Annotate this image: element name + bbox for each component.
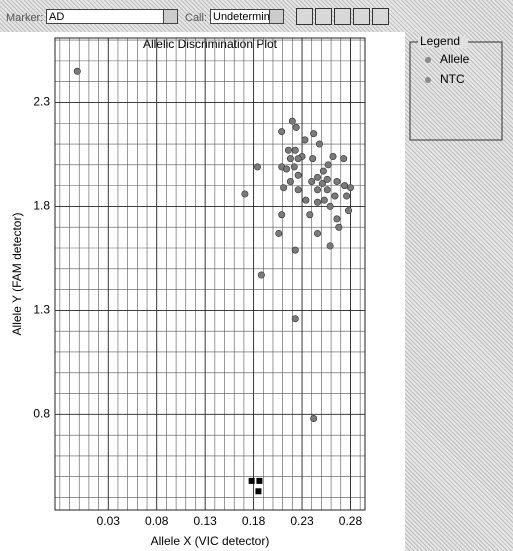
legend-marker xyxy=(425,77,431,83)
plot-frame xyxy=(54,37,366,511)
point xyxy=(318,180,326,188)
call-select[interactable]: Undetermin xyxy=(210,9,284,24)
x-tick-label: 0.13 xyxy=(193,514,217,528)
point xyxy=(314,198,322,206)
point xyxy=(291,146,299,154)
point xyxy=(335,223,343,231)
point xyxy=(329,153,337,161)
side-panel xyxy=(405,32,513,551)
point xyxy=(314,186,322,194)
x-tick-label: 0.18 xyxy=(242,514,266,528)
point xyxy=(323,175,331,183)
call-value: Undetermin xyxy=(213,11,270,23)
legend-marker xyxy=(425,57,431,63)
point xyxy=(306,211,314,219)
marker-select[interactable]: AD xyxy=(46,9,178,24)
point xyxy=(294,171,302,179)
point xyxy=(291,315,299,323)
point xyxy=(314,229,322,237)
point xyxy=(255,488,262,495)
point xyxy=(324,161,332,169)
point xyxy=(278,211,286,219)
point xyxy=(326,242,334,250)
x-tick-label: 0.03 xyxy=(97,514,121,528)
x-axis-title: Allele X (VIC detector) xyxy=(151,534,270,548)
point xyxy=(294,186,302,194)
legend-label: Allele xyxy=(440,52,470,66)
point xyxy=(310,130,318,138)
point xyxy=(288,117,296,125)
marker-value: AD xyxy=(49,11,65,23)
point xyxy=(302,196,310,204)
point xyxy=(314,173,322,181)
point xyxy=(319,167,327,175)
point xyxy=(315,140,323,148)
point xyxy=(284,146,292,154)
chart-title: Allelic Discrimination Plot xyxy=(143,37,278,51)
point xyxy=(309,155,317,163)
point xyxy=(278,128,286,136)
point xyxy=(341,182,349,190)
point xyxy=(320,196,328,204)
y-tick-label: 1.8 xyxy=(33,199,50,213)
point xyxy=(292,123,300,131)
point xyxy=(323,186,331,194)
y-tick-label: 1.3 xyxy=(33,303,50,317)
legend-label: NTC xyxy=(440,72,465,86)
point xyxy=(280,184,288,192)
point xyxy=(257,271,265,279)
point xyxy=(333,215,341,223)
point xyxy=(73,67,81,75)
marker-label: Marker: xyxy=(6,12,44,24)
call-label: Call: xyxy=(185,12,208,24)
select-tool[interactable] xyxy=(296,8,313,25)
point xyxy=(301,136,309,144)
y-tick-label: 2.3 xyxy=(33,95,50,109)
zoom-out-tool[interactable] xyxy=(372,8,389,25)
point xyxy=(326,202,334,210)
point xyxy=(256,477,263,484)
y-axis-title: Allele Y (FAM detector) xyxy=(10,213,24,336)
point xyxy=(294,155,302,163)
x-tick-label: 0.08 xyxy=(145,514,169,528)
x-tick-label: 0.28 xyxy=(339,514,363,528)
toolbar: Marker: AD Call: Undetermin xyxy=(0,0,513,32)
point xyxy=(241,190,249,198)
pan-tool[interactable] xyxy=(334,8,351,25)
point xyxy=(333,177,341,185)
point xyxy=(286,177,294,185)
point xyxy=(343,192,351,200)
point xyxy=(290,163,298,171)
point xyxy=(345,207,353,215)
zoom-in-tool[interactable] xyxy=(353,8,370,25)
point xyxy=(275,229,283,237)
legend-title-bg xyxy=(418,36,468,48)
point xyxy=(283,165,291,173)
lasso-tool[interactable] xyxy=(315,8,332,25)
point xyxy=(331,192,339,200)
point xyxy=(291,246,299,254)
point xyxy=(310,415,318,423)
point xyxy=(286,155,294,163)
x-tick-label: 0.23 xyxy=(290,514,314,528)
point xyxy=(340,155,348,163)
point xyxy=(253,163,261,171)
point xyxy=(308,177,316,185)
point xyxy=(346,184,354,192)
point xyxy=(248,477,255,484)
legend-title: Legend xyxy=(420,34,460,48)
y-tick-label: 0.8 xyxy=(33,407,50,421)
